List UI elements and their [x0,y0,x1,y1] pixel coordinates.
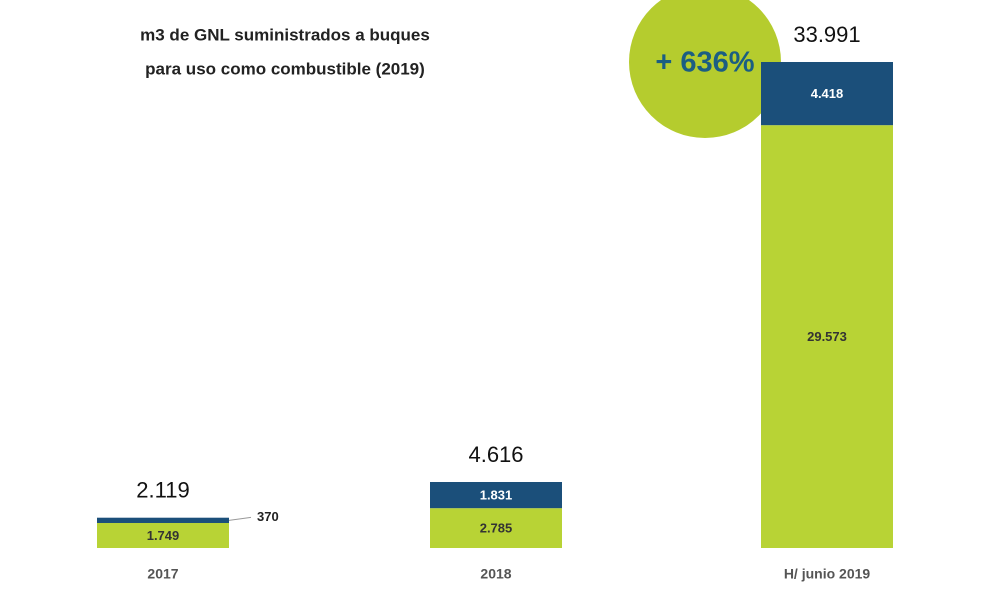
highlight-circle [629,0,781,138]
chart-title: para uso como combustible (2019) [145,59,425,78]
bar-segment [430,508,562,548]
total-label: 4.616 [468,442,523,467]
x-tick-label: 2018 [480,566,511,582]
bar-segment [97,522,229,548]
value-label: 370 [257,509,279,524]
x-tick-label: H/ junio 2019 [784,566,871,582]
annotation: + 636% [655,47,754,79]
bar-segment [761,125,893,549]
total-label: 2.119 [136,478,189,503]
value-label: 29.573 [807,329,847,344]
value-label: 4.418 [811,86,844,101]
leader-line [228,516,252,521]
value-label: 1.831 [480,488,513,503]
bar-segment [430,482,562,509]
total-label: 33.991 [793,22,860,47]
value-label: 1.749 [147,528,180,543]
bar-segment [97,517,229,523]
value-label: 2.785 [480,521,513,536]
x-tick-label: 2017 [147,566,178,582]
bar-segment [761,62,893,126]
chart-title: m3 de GNL suministrados a buques [140,25,430,44]
